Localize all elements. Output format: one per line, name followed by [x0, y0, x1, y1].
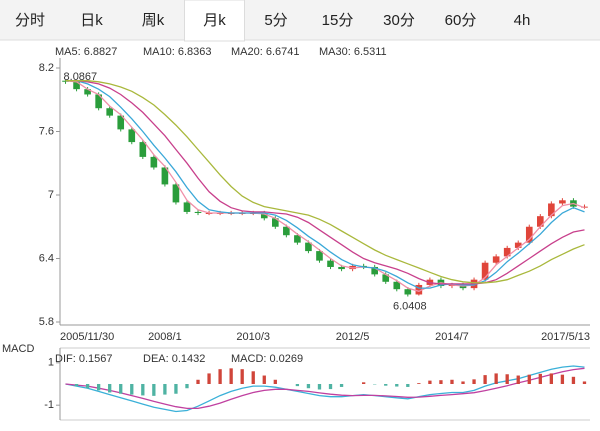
x-tick-label: 2014/7 [435, 331, 469, 343]
candle-body [481, 262, 489, 280]
candle-body [514, 242, 522, 248]
panel-title: MACD [2, 343, 34, 355]
candle-body [548, 203, 555, 217]
candle-body [371, 266, 378, 275]
annotation: 6.0408 [393, 300, 427, 312]
candle-body [139, 142, 147, 157]
candle-body [537, 216, 544, 227]
candle-body [327, 260, 334, 267]
candle-body [172, 184, 180, 203]
candle-body [260, 212, 268, 219]
tab[interactable]: 月k [203, 12, 226, 29]
annotation: 8.0867 [64, 71, 98, 83]
macd-line [65, 367, 585, 410]
candle-body [294, 235, 301, 243]
candle-body [415, 284, 423, 295]
tab-bar [0, 0, 600, 40]
candle-body [283, 226, 290, 236]
ma-line [65, 80, 585, 285]
x-tick-label: 2012/5 [336, 331, 370, 343]
candle-body [316, 251, 323, 261]
candle-body [161, 167, 169, 185]
candle-body [183, 202, 191, 212]
macd-line [65, 365, 585, 413]
candle-body [73, 81, 80, 90]
candle-body [84, 89, 91, 95]
candle-body [404, 289, 412, 295]
candle-body [503, 247, 511, 257]
legend-entry: MA30: 6.5311 [319, 46, 387, 58]
candle-body [117, 115, 125, 130]
candle-body [128, 129, 136, 143]
candle-body [150, 156, 158, 168]
candle-body [525, 226, 533, 243]
y-tick-label: 8.2 [39, 62, 54, 74]
ma-line [65, 80, 585, 292]
y-tick-label: 7.6 [39, 125, 54, 137]
x-tick-label: 2008/1 [148, 331, 182, 343]
candle-body [106, 108, 113, 116]
candle-body [305, 242, 312, 252]
y-tick-label: 1 [48, 357, 54, 369]
x-tick-label: 2017/5/13 [541, 331, 590, 343]
y-tick-label: 7 [48, 189, 54, 201]
tab[interactable]: 5分 [264, 12, 287, 29]
tab[interactable]: 日k [80, 12, 103, 29]
y-tick-label: -1 [44, 399, 54, 411]
candle-body [95, 94, 102, 109]
x-tick-label: 2010/3 [236, 331, 270, 343]
candle-body [492, 256, 500, 263]
legend-entry: MA5: 6.8827 [55, 46, 117, 58]
legend-entry: MA20: 6.6741 [231, 46, 300, 58]
candle-body [382, 274, 390, 282]
tab[interactable]: 4h [514, 12, 531, 29]
x-tick-label: 2005/11/30 [60, 331, 114, 343]
ma-line [65, 80, 585, 289]
candle-body [338, 266, 345, 270]
ma-line [65, 80, 585, 284]
candle-body [272, 218, 279, 227]
legend-entry: MACD: 0.0269 [231, 353, 303, 365]
active-tab [184, 0, 245, 42]
candle-body [559, 200, 566, 204]
legend-entry: DIF: 0.1567 [55, 353, 112, 365]
tab[interactable]: 周k [142, 12, 165, 29]
legend-entry: MA10: 6.8363 [143, 46, 212, 58]
candle-body [194, 211, 202, 213]
tab[interactable]: 15分 [322, 12, 354, 29]
y-tick-label: 5.8 [39, 316, 54, 328]
tab[interactable]: 30分 [383, 12, 415, 29]
legend-entry: DEA: 0.1432 [143, 353, 205, 365]
tab[interactable]: 60分 [445, 12, 477, 29]
tab[interactable]: 分时 [15, 12, 45, 29]
candle-body [393, 281, 401, 290]
y-tick-label: 6.4 [39, 252, 54, 264]
